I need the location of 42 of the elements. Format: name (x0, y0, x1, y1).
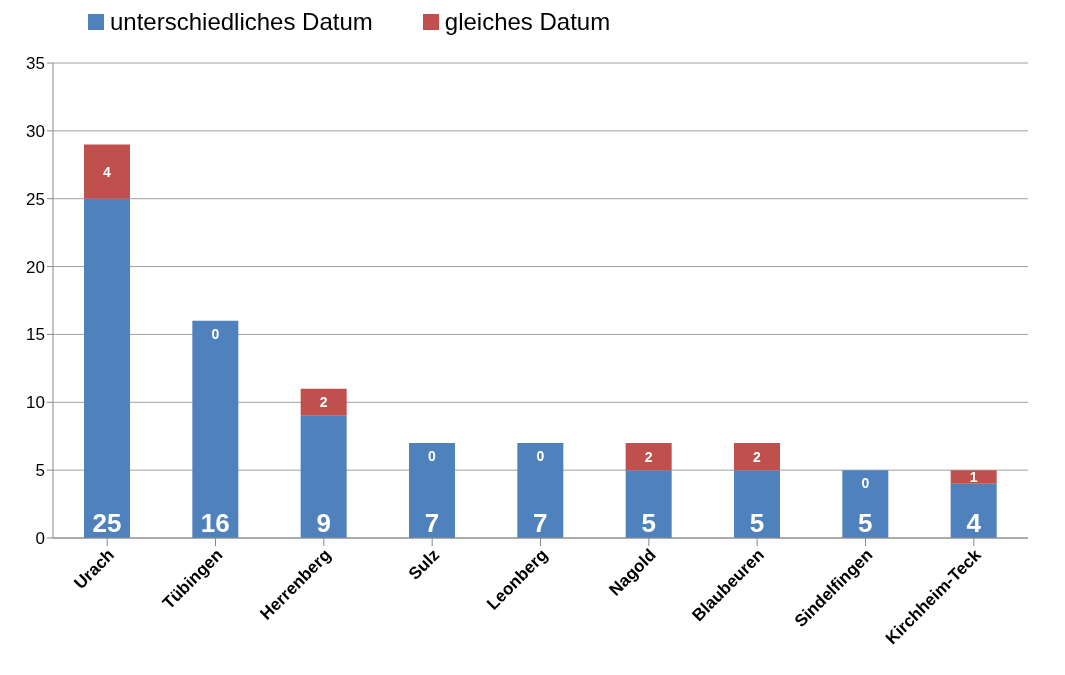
data-label: 5 (749, 508, 765, 538)
y-tick-label: 0 (35, 529, 45, 549)
bar (517, 443, 564, 538)
bar (192, 320, 239, 538)
y-tick-label: 20 (26, 257, 45, 277)
bar (734, 443, 780, 471)
bar (950, 470, 997, 484)
data-label: 2 (753, 448, 762, 465)
bar (625, 470, 672, 538)
data-label: 0 (536, 448, 545, 464)
data-label: 0 (861, 475, 870, 492)
data-label: 0 (211, 325, 220, 342)
y-tick-label: 15 (26, 325, 45, 345)
legend-label: unterschiedliches Datum (110, 8, 373, 36)
data-label: 25 (92, 508, 122, 538)
legend-label: gleiches Datum (444, 8, 611, 36)
data-label: 0 (428, 448, 437, 464)
bar (84, 144, 130, 199)
y-tick-label: 35 (26, 54, 45, 74)
data-label: 2 (644, 448, 653, 465)
data-label: 2 (319, 394, 328, 411)
data-label: 4 (103, 163, 112, 180)
data-label: 16 (200, 508, 230, 538)
y-tick-label: 30 (26, 121, 45, 141)
y-tick-label: 5 (35, 461, 45, 481)
data-label: 5 (641, 508, 656, 538)
data-label: 7 (533, 508, 548, 538)
data-label: 5 (858, 508, 873, 538)
data-label: 1 (969, 468, 978, 485)
y-tick-label: 10 (26, 393, 45, 413)
y-tick-label: 25 (26, 189, 45, 209)
bar (84, 198, 130, 538)
bar (409, 443, 455, 538)
data-label: 9 (316, 508, 331, 538)
bar (300, 415, 347, 538)
bar (842, 470, 889, 538)
bar (950, 483, 997, 538)
data-label: 7 (424, 508, 440, 538)
bar (625, 443, 672, 471)
bar (300, 388, 347, 416)
data-label: 4 (966, 508, 982, 538)
bar (734, 470, 780, 538)
